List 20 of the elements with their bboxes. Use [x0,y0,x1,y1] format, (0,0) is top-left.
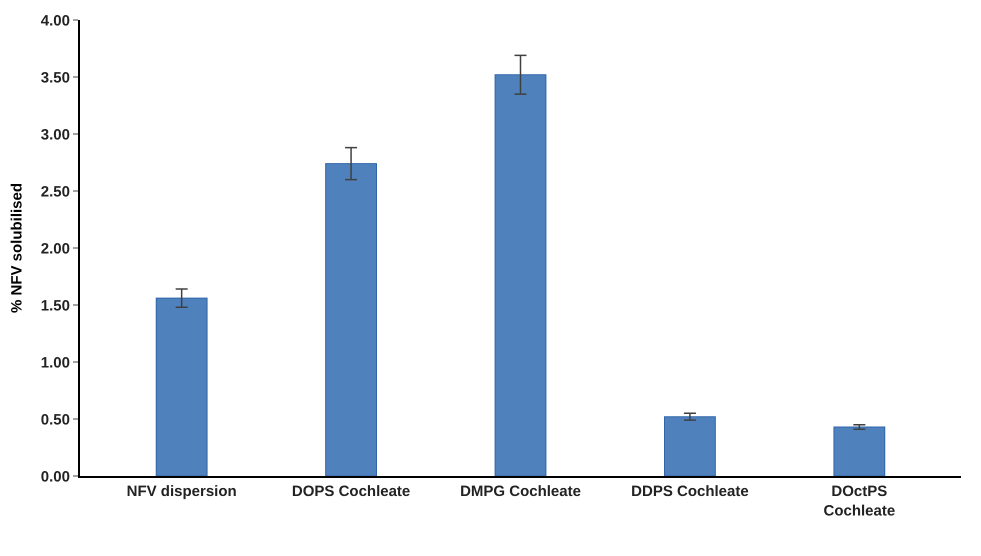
y-tick-label: 2.00 [40,240,70,258]
y-tick-label: 2.50 [40,183,70,200]
x-tick-label: DDPS Cochleate [631,483,749,500]
x-tick-label: NFV dispersion [126,483,237,500]
y-tick-label: 0.50 [40,411,70,428]
y-tick-label: 3.50 [40,69,70,86]
bar [325,163,377,476]
y-axis-title: % NFV solubilised [8,182,26,314]
y-tick-label: 3.00 [40,126,70,144]
y-tick-label: 1.50 [40,297,70,314]
y-tick-label: 0.00 [40,468,70,486]
bar [833,426,886,476]
bar [664,416,716,476]
y-tick-label: 4.00 [40,12,70,30]
y-tick-label: 1.00 [40,354,70,372]
x-tick-label: DOPS Cochleate [292,483,410,500]
bar [156,298,208,476]
bar [494,74,546,476]
x-tick-label: DMPG Cochleate [460,483,581,500]
x-tick-label: DOctPS Cochleate [824,483,896,520]
